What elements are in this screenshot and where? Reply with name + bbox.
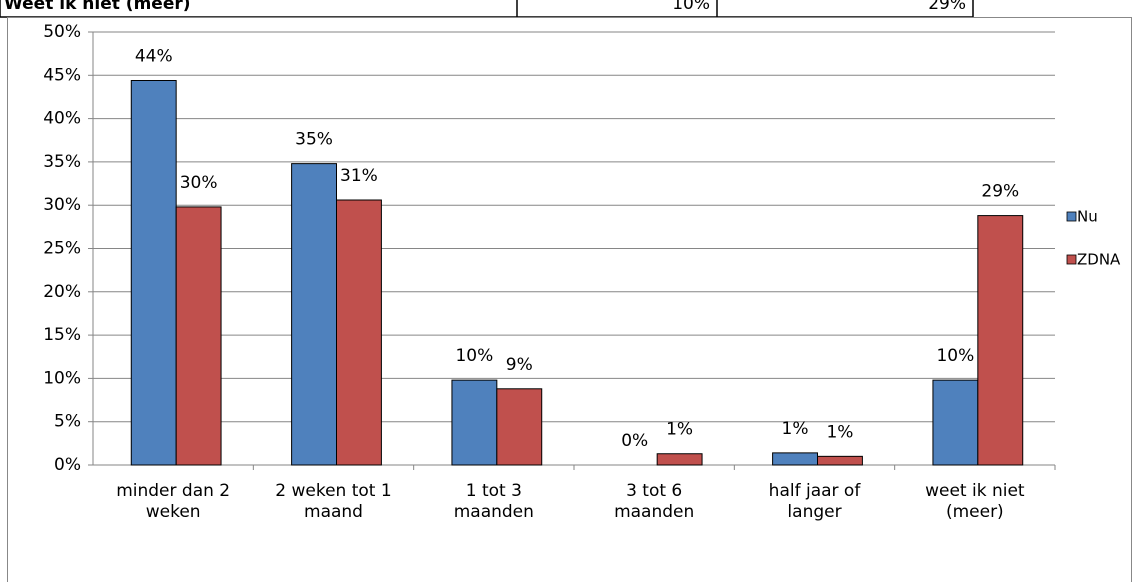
x-tick-label: 2 weken tot 1 maand xyxy=(275,481,391,522)
bar xyxy=(451,379,498,466)
table-cell: 10% xyxy=(672,0,710,14)
bar xyxy=(130,79,177,466)
bar xyxy=(336,199,382,466)
y-tick-label: 0% xyxy=(54,455,81,475)
data-label: 1% xyxy=(826,422,853,442)
legend-swatch xyxy=(1066,211,1077,222)
bar xyxy=(772,452,819,466)
y-tick-label: 10% xyxy=(43,368,81,388)
x-tick-label: minder dan 2 weken xyxy=(116,481,230,522)
data-label: 9% xyxy=(506,355,533,375)
data-label: 1% xyxy=(666,420,693,440)
y-tick-label: 35% xyxy=(43,152,81,172)
bar xyxy=(817,455,863,466)
data-label: 1% xyxy=(782,419,809,439)
x-tick-label: 1 tot 3 maanden xyxy=(454,481,534,522)
data-label: 30% xyxy=(180,173,218,193)
bar xyxy=(175,206,222,466)
legend-label: ZDNA xyxy=(1077,251,1121,269)
bar xyxy=(496,388,543,466)
bar xyxy=(656,453,703,466)
data-label: 35% xyxy=(295,130,333,150)
chart-frame xyxy=(7,17,1132,582)
x-tick-label: half jaar of langer xyxy=(769,481,862,522)
bar xyxy=(932,379,979,466)
data-label: 31% xyxy=(340,166,378,186)
y-tick-label: 20% xyxy=(43,282,81,302)
x-tick-label: 3 tot 6 maanden xyxy=(614,481,694,522)
y-tick-label: 50% xyxy=(43,22,81,42)
table-cell: Weet ik niet (meer) xyxy=(4,0,191,14)
bar xyxy=(977,215,1024,466)
y-tick-label: 25% xyxy=(43,239,81,259)
y-tick-label: 15% xyxy=(43,325,81,345)
y-tick-label: 30% xyxy=(43,195,81,215)
data-label: 44% xyxy=(135,46,173,66)
data-label: 29% xyxy=(981,182,1019,202)
legend-label: Nu xyxy=(1077,208,1098,226)
data-label: 10% xyxy=(455,346,493,366)
bar xyxy=(291,163,337,466)
x-tick-label: weet ik niet (meer) xyxy=(925,481,1025,522)
data-label: 10% xyxy=(936,346,974,366)
y-tick-label: 45% xyxy=(43,65,81,85)
y-tick-label: 40% xyxy=(43,109,81,129)
legend-swatch xyxy=(1066,254,1077,265)
data-label: 0% xyxy=(621,431,648,451)
y-tick-label: 5% xyxy=(54,412,81,432)
table-cell: 29% xyxy=(928,0,966,14)
